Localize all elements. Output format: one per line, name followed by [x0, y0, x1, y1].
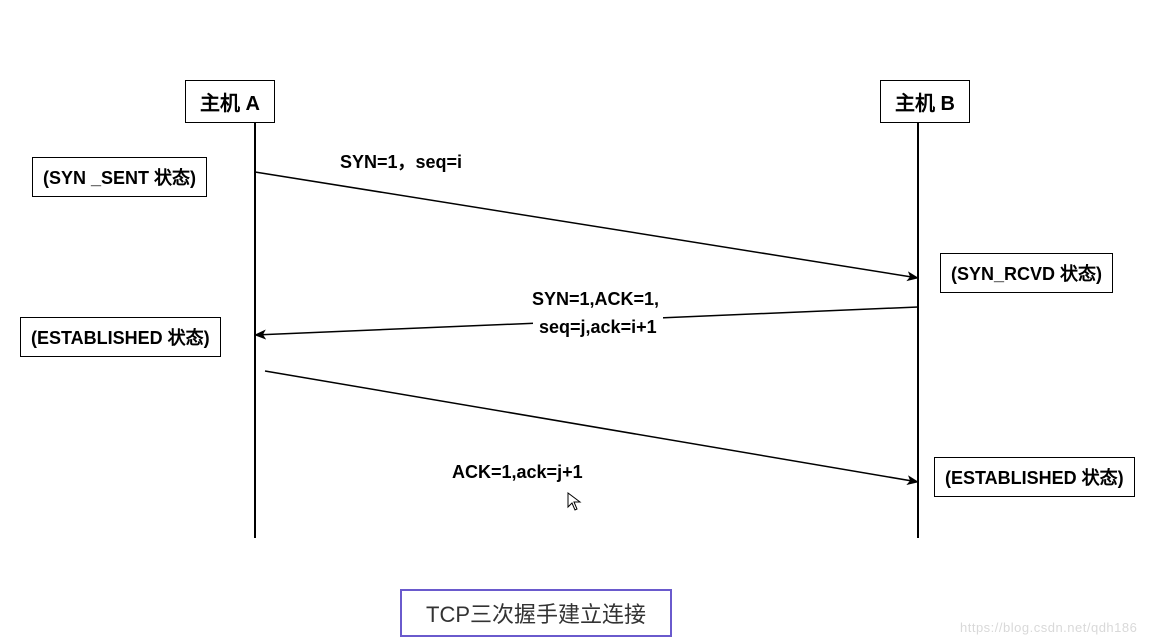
state-b-syn-rcvd: (SYN_RCVD 状态): [940, 253, 1113, 293]
host-b-label: 主机 B: [880, 80, 970, 123]
diagram-title: TCP三次握手建立连接: [400, 589, 672, 637]
host-a-label: 主机 A: [185, 80, 275, 123]
msg-synack-label-line2: seq=j,ack=i+1: [533, 315, 663, 340]
state-a-established: (ESTABLISHED 状态): [20, 317, 221, 357]
state-a-syn-sent: (SYN _SENT 状态): [32, 157, 207, 197]
state-b-established: (ESTABLISHED 状态): [934, 457, 1135, 497]
msg-syn-label: SYN=1，seq=i: [334, 146, 468, 176]
arrow-syn: [255, 172, 918, 278]
msg-ack-label: ACK=1,ack=j+1: [446, 460, 589, 485]
watermark-text: https://blog.csdn.net/qdh186: [960, 620, 1137, 635]
arrow-ack: [265, 371, 918, 482]
cursor-icon: [567, 492, 583, 512]
msg-synack-label-line1: SYN=1,ACK=1,: [526, 287, 665, 312]
